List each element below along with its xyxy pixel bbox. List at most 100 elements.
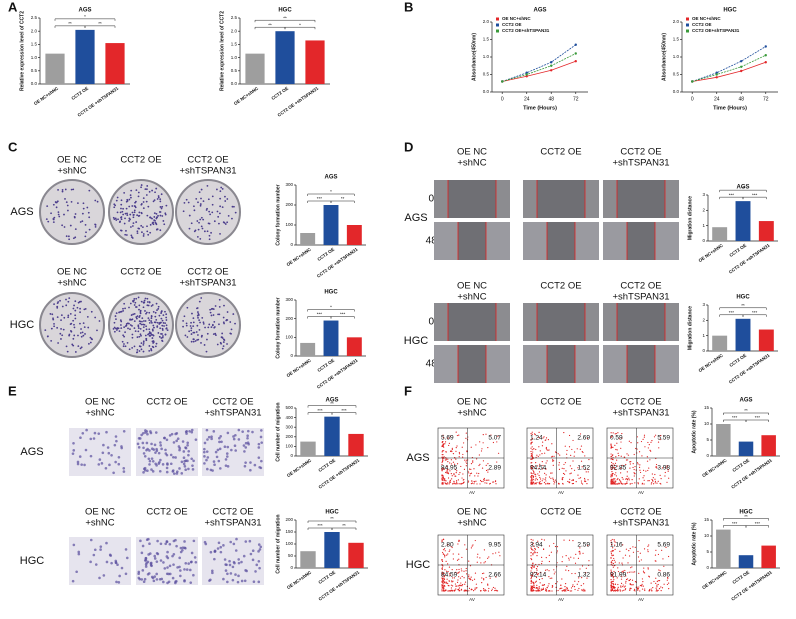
migrated-cell: [114, 460, 117, 464]
event: [452, 461, 455, 463]
event: [648, 467, 650, 469]
colony: [44, 329, 47, 332]
event: [614, 480, 617, 482]
significance-label: ***: [341, 408, 347, 413]
wound-gap: [617, 180, 665, 218]
event: [483, 479, 486, 481]
event: [445, 451, 447, 453]
event: [629, 583, 631, 585]
event: [565, 588, 567, 590]
migrated-cell: [190, 428, 194, 432]
y-tick-label: 200: [285, 434, 293, 439]
colony: [155, 302, 158, 305]
colony: [162, 335, 164, 337]
event: [539, 476, 541, 479]
colony: [131, 324, 133, 327]
event: [477, 475, 479, 477]
x-tick-label: CCT2 OE: [731, 570, 750, 585]
event: [632, 584, 634, 586]
colony: [138, 350, 141, 352]
bar: [761, 545, 776, 568]
x-tick-label: OE NC+shNC: [698, 352, 725, 373]
colony: [188, 330, 191, 333]
y-tick-label: 5: [706, 437, 709, 442]
migrated-cell: [117, 581, 121, 584]
colony: [185, 322, 188, 325]
event: [461, 477, 463, 479]
significance-label: ***: [317, 523, 323, 528]
event: [487, 446, 489, 449]
migrated-cell: [186, 444, 189, 447]
event: [531, 574, 534, 576]
colony: [226, 221, 229, 224]
colony: [206, 207, 208, 210]
event: [610, 579, 612, 581]
migrated-cell: [210, 435, 213, 439]
y-tick-label: 2.0: [483, 19, 490, 24]
bar: [323, 320, 339, 356]
event: [613, 538, 615, 541]
colony: [142, 235, 145, 237]
event: [530, 465, 533, 467]
event: [657, 583, 659, 586]
colony: [157, 214, 159, 217]
event: [530, 570, 532, 572]
event: [457, 588, 459, 591]
event: [534, 479, 536, 481]
event: [610, 581, 612, 583]
event: [442, 572, 444, 574]
event: [621, 590, 623, 592]
migrated-cell: [241, 430, 244, 433]
colony: [163, 325, 165, 327]
bar: [323, 205, 339, 245]
migrated-cell: [257, 543, 261, 546]
colony: [112, 216, 115, 219]
colony: [197, 334, 199, 336]
event: [584, 480, 586, 482]
event: [449, 479, 452, 481]
event: [447, 460, 449, 463]
event: [565, 590, 567, 592]
event: [579, 433, 582, 435]
event: [647, 480, 649, 482]
event: [532, 465, 535, 468]
event: [533, 552, 535, 554]
event: [571, 479, 573, 482]
x-tick-label: CCT2 OE: [317, 458, 336, 473]
event: [562, 590, 564, 592]
row-label: AGS: [10, 206, 33, 218]
event: [651, 590, 653, 592]
event: [651, 478, 653, 481]
migrated-cell: [79, 436, 82, 440]
event: [448, 590, 450, 592]
event: [647, 447, 649, 449]
bar: [305, 40, 325, 84]
y-axis-label: Migration distance: [687, 306, 693, 350]
event: [443, 572, 445, 574]
colony: [135, 351, 138, 354]
bar: [712, 227, 728, 241]
migrated-cell: [240, 560, 243, 564]
migrated-cell: [165, 470, 169, 474]
colony: [142, 207, 145, 210]
event: [452, 580, 454, 582]
migrated-cell: [190, 457, 193, 461]
event: [441, 450, 444, 452]
event: [456, 585, 458, 587]
quadrant-value: 1.16: [610, 542, 623, 549]
colony: [197, 311, 199, 313]
event: [611, 549, 613, 552]
event: [610, 541, 612, 543]
event: [632, 551, 635, 553]
event: [568, 481, 570, 483]
significance-label: **: [98, 21, 102, 26]
colony: [155, 216, 158, 219]
colony: [146, 301, 149, 303]
event: [627, 459, 629, 461]
event: [468, 560, 470, 562]
colony: [153, 199, 156, 202]
event: [579, 547, 581, 549]
colony: [190, 340, 193, 343]
wound-gap: [448, 303, 496, 341]
colony: [192, 317, 195, 320]
